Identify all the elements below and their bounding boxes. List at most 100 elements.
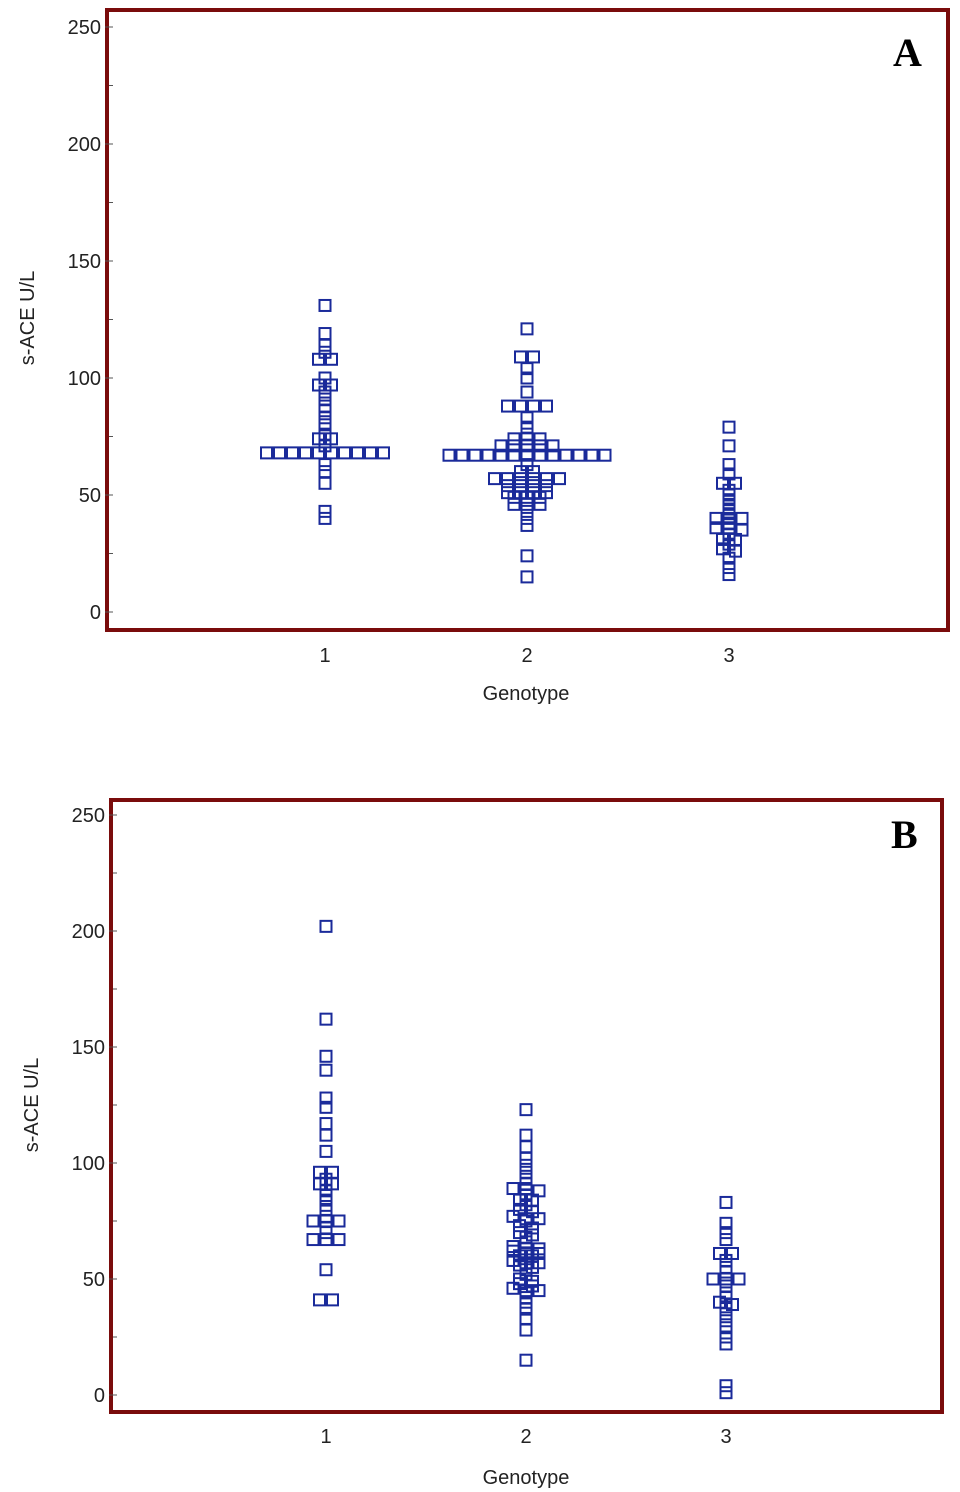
- panel-b-genotype-1-point: [319, 1233, 333, 1247]
- panel-a-frame: [105, 8, 950, 632]
- panel-a-genotype-2-point: [520, 490, 534, 504]
- panel-a-genotype-2-point: [553, 472, 566, 486]
- panel-a-y-tick-label: 250: [68, 17, 101, 39]
- panel-b-genotype-2-point: [519, 1165, 533, 1179]
- panel-b-genotype-3-point: [719, 1195, 733, 1209]
- panel-b-genotype-1-point: [319, 1226, 333, 1240]
- panel-b-x-axis-title: Genotype: [483, 1467, 570, 1489]
- panel-b-genotype-1-point: [332, 1233, 346, 1247]
- panel-b-genotype-3-point: [719, 1265, 733, 1279]
- panel-a-genotype-2-point: [533, 490, 547, 504]
- panel-a-genotype-2-point: [507, 432, 521, 446]
- panel-a-genotype-2-point: [520, 448, 534, 462]
- panel-a-genotype-1-point: [273, 446, 286, 460]
- panel-a-y-tick-label: 50: [79, 485, 101, 507]
- panel-b-genotype-1-point: [319, 1117, 333, 1131]
- panel-b-genotype-3-point: [719, 1272, 733, 1286]
- panel-b-x-axis: 1 2 3: [320, 1426, 731, 1448]
- panel-a-y-axis-title: s-ACE U/L: [17, 271, 39, 365]
- panel-a-genotype-2-point: [520, 439, 534, 453]
- panel-b-x-tick-label: 3: [720, 1426, 731, 1448]
- panel-b-genotype-1-point: [319, 1012, 333, 1026]
- panel-b-genotype-1-point: [319, 1144, 333, 1158]
- chart-panel-a: A s-ACE U/L Genotype 0 50 100 150 200 250 1 2 3: [17, 8, 950, 705]
- panel-b-genotype-1-point: [319, 1091, 333, 1105]
- panel-a-genotype-3-point: [722, 439, 736, 453]
- panel-b-genotype-3-point: [719, 1279, 733, 1293]
- panel-a-data-points: [260, 298, 749, 584]
- panel-b-letter: B: [891, 812, 918, 857]
- panel-a-genotype-2-point: [527, 479, 540, 493]
- panel-b-genotype-1-point: [319, 1263, 333, 1277]
- panel-b-genotype-1-point: [319, 1063, 333, 1077]
- panel-a-y-tick-label: 200: [68, 134, 101, 156]
- panel-a-genotype-2-point: [507, 490, 521, 504]
- panel-b-genotype-3-point: [719, 1330, 733, 1344]
- panel-a-genotype-3-point: [709, 511, 723, 525]
- panel-b-genotype-3-point: [706, 1272, 720, 1286]
- panel-a-genotype-3-point: [722, 561, 736, 575]
- panel-a-genotype-1-point: [260, 446, 273, 460]
- panel-a-x-tick-label: 2: [521, 645, 532, 667]
- panel-a-genotype-1-point: [318, 298, 332, 312]
- panel-a-genotype-2-point: [540, 479, 553, 493]
- panel-b-genotype-1-point: [306, 1214, 320, 1228]
- panel-a-genotype-2-point: [520, 362, 534, 376]
- panel-a-genotype-2-point: [585, 448, 599, 462]
- panel-a-genotype-3-point: [722, 551, 736, 565]
- panel-a-genotype-1-point: [318, 411, 332, 425]
- panel-b-genotype-2-point: [519, 1103, 533, 1117]
- panel-b-genotype-3-point: [719, 1216, 733, 1230]
- panel-a-genotype-2-point: [527, 465, 540, 479]
- panel-a-genotype-2-point: [468, 448, 482, 462]
- panel-a-genotype-2-point: [533, 439, 547, 453]
- panel-a-genotype-2-point: [501, 472, 514, 486]
- panel-b-genotype-3-point: [719, 1386, 733, 1400]
- panel-b-genotype-3-point: [719, 1321, 733, 1335]
- panel-b-genotype-2-point: [519, 1353, 533, 1367]
- panel-a-genotype-2-point: [514, 465, 527, 479]
- panel-a-x-axis-title: Genotype: [483, 683, 570, 705]
- panel-a-genotype-1-point: [318, 404, 332, 418]
- panel-b-y-tick-label: 100: [72, 1153, 105, 1175]
- panel-a-genotype-1-point: [318, 465, 332, 479]
- panel-a-genotype-2-point: [442, 448, 456, 462]
- panel-a-genotype-1-point: [377, 446, 390, 460]
- panel-a-genotype-2-point: [520, 504, 534, 518]
- panel-b-genotype-1-point: [326, 1293, 339, 1307]
- panel-b-genotype-1-point: [319, 1193, 333, 1207]
- panel-a-genotype-2-point: [488, 472, 501, 486]
- panel-a-genotype-2-point: [507, 497, 521, 511]
- panel-b-y-tick-label: 200: [72, 921, 105, 943]
- panel-a-genotype-3-point: [722, 420, 736, 434]
- panel-a-genotype-2-point: [546, 439, 560, 453]
- panel-a-genotype-2-point: [520, 411, 534, 425]
- panel-a-genotype-2-point: [520, 511, 534, 525]
- panel-a-genotype-2-point: [546, 448, 560, 462]
- panel-a-genotype-2-point: [520, 432, 534, 446]
- panel-a-genotype-2-point: [514, 399, 527, 413]
- panel-a-genotype-2-point: [540, 399, 553, 413]
- panel-b-genotype-2-point: [519, 1323, 533, 1337]
- panel-b-genotype-3-point: [719, 1307, 733, 1321]
- panel-b-y-tick-label: 250: [72, 805, 105, 827]
- panel-b-genotype-2-point: [519, 1140, 533, 1154]
- panel-b-genotype-1-point: [319, 1128, 333, 1142]
- panel-a-genotype-1-point: [318, 476, 332, 490]
- panel-a-x-tick-label: 1: [319, 645, 330, 667]
- panel-b-y-tick-label: 0: [94, 1385, 105, 1407]
- panel-b-genotype-2-point: [532, 1284, 546, 1298]
- panel-a-y-axis: 0 50 100 150 200 250: [68, 17, 113, 624]
- panel-a-genotype-1-point: [364, 446, 377, 460]
- panel-a-genotype-1-point: [351, 446, 364, 460]
- panel-a-genotype-1-point: [286, 446, 299, 460]
- panel-a-genotype-2-point: [494, 448, 508, 462]
- panel-a-genotype-2-point: [514, 350, 527, 364]
- panel-a-genotype-1-point: [318, 385, 332, 399]
- panel-a-genotype-2-point: [540, 472, 553, 486]
- panel-a-y-tick-label: 0: [90, 602, 101, 624]
- panel-b-genotype-3-point: [719, 1314, 733, 1328]
- panel-a-genotype-2-point: [533, 448, 547, 462]
- panel-a-genotype-2-point: [507, 448, 521, 462]
